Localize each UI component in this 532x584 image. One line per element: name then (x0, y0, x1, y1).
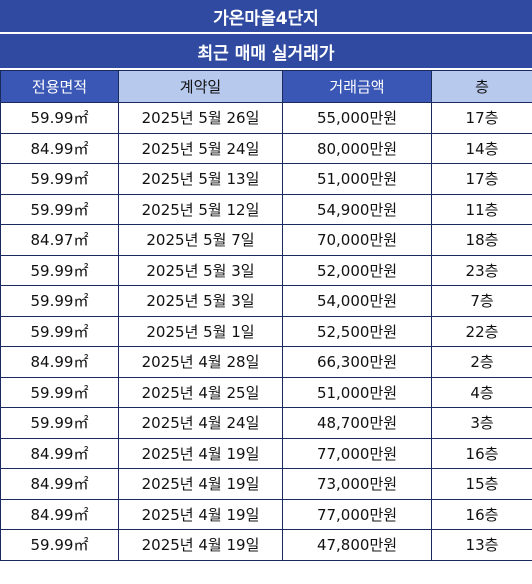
table-row: 84.99㎡ 2025년 4월 19일 73,000만원 15층 (0, 468, 532, 500)
area-cell: 59.99㎡ (0, 285, 119, 317)
contract-date-cell: 2025년 4월 24일 (118, 407, 283, 439)
table-row: 84.99㎡ 2025년 5월 24일 80,000만원 14층 (0, 132, 532, 164)
area-cell: 84.99㎡ (0, 468, 119, 500)
floor-cell: 7층 (431, 285, 532, 317)
floor-cell: 23층 (431, 254, 532, 286)
contract-date-cell: 2025년 5월 7일 (118, 224, 283, 256)
area-cell: 84.97㎡ (0, 224, 119, 256)
price-cell: 80,000만원 (282, 132, 432, 164)
contract-date-cell: 2025년 4월 19일 (118, 468, 283, 500)
table-body: 59.99㎡ 2025년 5월 26일 55,000만원 17층 84.99㎡ 2025년… (0, 102, 532, 561)
table-row: 59.99㎡ 2025년 5월 26일 55,000만원 17층 (0, 102, 532, 134)
floor-cell: 18층 (431, 224, 532, 256)
table-row: 59.99㎡ 2025년 5월 12일 54,900만원 11층 (0, 193, 532, 225)
contract-date-cell: 2025년 5월 1일 (118, 315, 283, 347)
table-row: 84.97㎡ 2025년 5월 7일 70,000만원 18층 (0, 224, 532, 256)
price-cell: 66,300만원 (282, 346, 432, 378)
floor-cell: 16층 (431, 498, 532, 530)
contract-date-cell: 2025년 4월 19일 (118, 529, 283, 561)
table-row: 59.99㎡ 2025년 4월 25일 51,000만원 4층 (0, 376, 532, 408)
contract-date-cell: 2025년 5월 3일 (118, 285, 283, 317)
area-cell: 84.99㎡ (0, 346, 119, 378)
area-cell: 59.99㎡ (0, 254, 119, 286)
table-row: 59.99㎡ 2025년 5월 13일 51,000만원 17층 (0, 163, 532, 195)
table-row: 59.99㎡ 2025년 4월 24일 48,700만원 3층 (0, 407, 532, 439)
price-cell: 52,000만원 (282, 254, 432, 286)
table-row: 59.99㎡ 2025년 4월 19일 47,800만원 13층 (0, 529, 532, 561)
floor-cell: 4층 (431, 376, 532, 408)
area-cell: 59.99㎡ (0, 193, 119, 225)
column-header-floor: 층 (431, 70, 532, 103)
price-cell: 54,000만원 (282, 285, 432, 317)
price-cell: 73,000만원 (282, 468, 432, 500)
floor-cell: 14층 (431, 132, 532, 164)
price-cell: 77,000만원 (282, 437, 432, 469)
contract-date-cell: 2025년 5월 24일 (118, 132, 283, 164)
area-cell: 84.99㎡ (0, 498, 119, 530)
contract-date-cell: 2025년 5월 13일 (118, 163, 283, 195)
price-cell: 51,000만원 (282, 163, 432, 195)
price-cell: 70,000만원 (282, 224, 432, 256)
floor-cell: 11층 (431, 193, 532, 225)
complex-name-title: 가온마을4단지 (0, 0, 532, 34)
contract-date-cell: 2025년 4월 19일 (118, 437, 283, 469)
floor-cell: 13층 (431, 529, 532, 561)
price-cell: 47,800만원 (282, 529, 432, 561)
table-row: 84.99㎡ 2025년 4월 28일 66,300만원 2층 (0, 346, 532, 378)
transaction-table: 전용면적 계약일 거래금액 층 59.99㎡ 2025년 5월 26일 55,000… (0, 70, 532, 561)
price-cell: 54,900만원 (282, 193, 432, 225)
area-cell: 59.99㎡ (0, 407, 119, 439)
area-cell: 59.99㎡ (0, 102, 119, 134)
contract-date-cell: 2025년 5월 3일 (118, 254, 283, 286)
floor-cell: 3층 (431, 407, 532, 439)
contract-date-cell: 2025년 4월 28일 (118, 346, 283, 378)
table-row: 59.99㎡ 2025년 5월 3일 52,000만원 23층 (0, 254, 532, 286)
price-cell: 77,000만원 (282, 498, 432, 530)
price-cell: 48,700만원 (282, 407, 432, 439)
contract-date-cell: 2025년 4월 19일 (118, 498, 283, 530)
area-cell: 84.99㎡ (0, 132, 119, 164)
floor-cell: 17층 (431, 163, 532, 195)
contract-date-cell: 2025년 5월 12일 (118, 193, 283, 225)
column-header-contract-date: 계약일 (118, 70, 283, 103)
area-cell: 59.99㎡ (0, 376, 119, 408)
column-header-price: 거래금액 (282, 70, 432, 103)
price-cell: 55,000만원 (282, 102, 432, 134)
area-cell: 59.99㎡ (0, 163, 119, 195)
contract-date-cell: 2025년 5월 26일 (118, 102, 283, 134)
price-cell: 51,000만원 (282, 376, 432, 408)
price-cell: 52,500만원 (282, 315, 432, 347)
floor-cell: 22층 (431, 315, 532, 347)
contract-date-cell: 2025년 4월 25일 (118, 376, 283, 408)
floor-cell: 15층 (431, 468, 532, 500)
table-row: 59.99㎡ 2025년 5월 1일 52,500만원 22층 (0, 315, 532, 347)
floor-cell: 16층 (431, 437, 532, 469)
table-row: 84.99㎡ 2025년 4월 19일 77,000만원 16층 (0, 498, 532, 530)
table-row: 84.99㎡ 2025년 4월 19일 77,000만원 16층 (0, 437, 532, 469)
area-cell: 84.99㎡ (0, 437, 119, 469)
area-cell: 59.99㎡ (0, 529, 119, 561)
table-row: 59.99㎡ 2025년 5월 3일 54,000만원 7층 (0, 285, 532, 317)
table-subtitle: 최근 매매 실거래가 (0, 34, 532, 70)
table-header-row: 전용면적 계약일 거래금액 층 (0, 70, 532, 103)
column-header-area: 전용면적 (0, 70, 119, 103)
area-cell: 59.99㎡ (0, 315, 119, 347)
floor-cell: 17층 (431, 102, 532, 134)
floor-cell: 2층 (431, 346, 532, 378)
